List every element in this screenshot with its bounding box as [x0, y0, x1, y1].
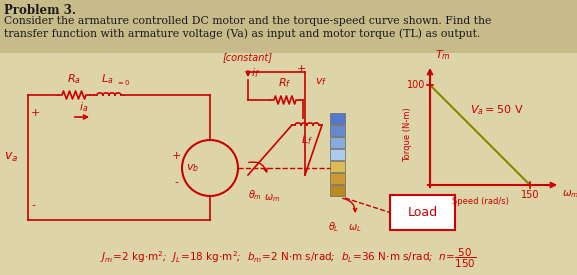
Bar	[0, 0, 577, 53]
Text: $v_f$: $v_f$	[315, 76, 327, 88]
Text: $R_a$: $R_a$	[67, 72, 81, 86]
Text: [constant]: [constant]	[223, 52, 273, 62]
Text: $L_a$: $L_a$	[101, 72, 113, 86]
Bar	[330, 149, 345, 160]
Text: +: +	[297, 64, 306, 74]
Text: $T_m$: $T_m$	[435, 48, 451, 62]
Text: $R_f$: $R_f$	[278, 76, 292, 90]
Text: $i_a$: $i_a$	[79, 100, 88, 114]
Bar	[330, 161, 345, 172]
Bar	[330, 137, 345, 148]
Text: Problem 3.: Problem 3.	[4, 4, 76, 17]
Text: Torque (N-m): Torque (N-m)	[403, 108, 413, 162]
Text: $i_f$: $i_f$	[251, 66, 260, 80]
Bar	[330, 125, 345, 136]
Bar	[330, 173, 345, 184]
Text: $v_a$: $v_a$	[4, 151, 18, 164]
Text: -: -	[31, 200, 35, 210]
Text: Load: Load	[407, 206, 437, 219]
Text: $v_b$: $v_b$	[186, 162, 199, 174]
Text: $J_m\!=\!2\ \mathrm{kg{\cdot}m^2}$;  $J_L\!=\!18\ \mathrm{kg{\cdot}m^2}$;  $b_m\: $J_m\!=\!2\ \mathrm{kg{\cdot}m^2}$; $J_L…	[100, 246, 476, 270]
Text: 150: 150	[521, 190, 539, 200]
Text: $\theta_L$: $\theta_L$	[328, 220, 339, 234]
Text: 100: 100	[407, 80, 425, 90]
Text: +: +	[31, 108, 40, 118]
Bar	[330, 113, 345, 124]
Text: +: +	[171, 151, 181, 161]
Text: $V_a=50\ \mathrm{V}$: $V_a=50\ \mathrm{V}$	[470, 103, 523, 117]
Text: $\theta_m$: $\theta_m$	[248, 188, 262, 202]
Bar	[330, 185, 345, 196]
Text: Speed (rad/s): Speed (rad/s)	[452, 197, 508, 206]
Bar	[390, 195, 455, 230]
Text: $\omega_m$: $\omega_m$	[264, 192, 280, 204]
Text: $\omega_m$: $\omega_m$	[562, 188, 577, 200]
Text: $L_f$: $L_f$	[301, 133, 313, 147]
Text: transfer function with armature voltage (Va) as input and motor torque (TL) as o: transfer function with armature voltage …	[4, 28, 480, 38]
Text: Consider the armature controlled DC motor and the torque-speed curve shown. Find: Consider the armature controlled DC moto…	[4, 16, 492, 26]
Text: $_{=0}$: $_{=0}$	[116, 78, 130, 88]
Text: $\omega_L$: $\omega_L$	[348, 222, 362, 234]
Text: -: -	[174, 177, 178, 187]
